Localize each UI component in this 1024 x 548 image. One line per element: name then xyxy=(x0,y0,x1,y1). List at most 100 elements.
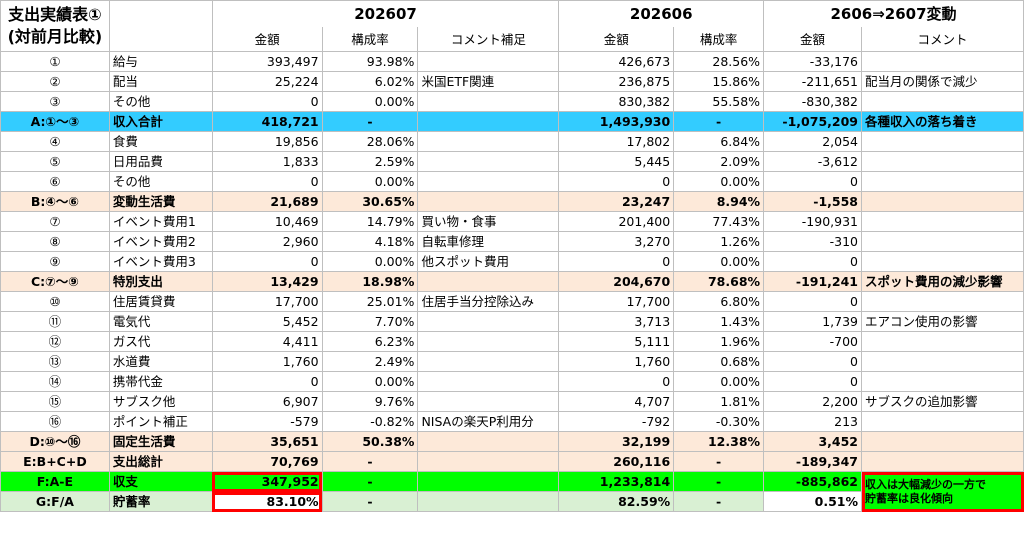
period-diff[interactable]: 2606⇒2607変動 xyxy=(763,0,1024,27)
row-id-cell[interactable]: ③ xyxy=(0,91,110,112)
prev-ratio-cell[interactable]: 1.96% xyxy=(673,331,765,352)
header-prev-ratio[interactable]: 構成率 xyxy=(673,27,765,52)
prev-ratio-cell[interactable]: 12.38% xyxy=(673,431,765,452)
prev-amount-cell[interactable]: 0 xyxy=(558,171,675,192)
cur-ratio-cell[interactable]: - xyxy=(321,111,419,132)
row-item-cell[interactable]: 収支 xyxy=(108,471,213,492)
diff-amount-cell[interactable]: 0 xyxy=(763,251,862,272)
prev-amount-cell[interactable]: 23,247 xyxy=(558,191,675,212)
cur-comment-cell[interactable] xyxy=(417,331,560,352)
cur-ratio-cell[interactable]: 6.23% xyxy=(321,331,419,352)
prev-amount-cell[interactable]: 1,233,814 xyxy=(558,471,675,492)
prev-amount-cell[interactable]: 426,673 xyxy=(558,51,675,72)
row-id-cell[interactable]: ⑮ xyxy=(0,391,110,412)
row-item-cell[interactable]: 電気代 xyxy=(108,311,213,332)
row-item-cell[interactable]: イベント費用2 xyxy=(108,231,213,252)
prev-amount-cell[interactable]: -792 xyxy=(558,411,675,432)
diff-comment-cell[interactable] xyxy=(861,51,1024,72)
prev-ratio-cell[interactable]: - xyxy=(673,451,765,472)
prev-amount-cell[interactable]: 260,116 xyxy=(558,451,675,472)
cur-amount-cell[interactable]: 347,952 xyxy=(211,471,323,492)
row-id-cell[interactable]: C:⑦～⑨ xyxy=(0,271,110,292)
row-id-cell[interactable]: ⑤ xyxy=(0,151,110,172)
diff-amount-cell[interactable]: -310 xyxy=(763,231,862,252)
prev-ratio-cell[interactable]: 77.43% xyxy=(673,211,765,232)
cur-comment-cell[interactable] xyxy=(417,191,560,212)
diff-amount-cell[interactable]: 2,200 xyxy=(763,391,862,412)
prev-ratio-cell[interactable]: 1.43% xyxy=(673,311,765,332)
prev-amount-cell[interactable]: 5,111 xyxy=(558,331,675,352)
diff-amount-cell[interactable]: 0 xyxy=(763,291,862,312)
diff-amount-cell[interactable]: 0 xyxy=(763,171,862,192)
cur-comment-cell[interactable] xyxy=(417,311,560,332)
row-item-cell[interactable]: 貯蓄率 xyxy=(108,491,213,512)
row-item-cell[interactable]: 収入合計 xyxy=(108,111,213,132)
cur-amount-cell[interactable]: 17,700 xyxy=(211,291,323,312)
diff-amount-cell[interactable]: 2,054 xyxy=(763,131,862,152)
row-item-cell[interactable]: 固定生活費 xyxy=(108,431,213,452)
prev-ratio-cell[interactable]: 0.00% xyxy=(673,251,765,272)
cur-amount-cell[interactable]: 1,760 xyxy=(211,351,323,372)
row-id-cell[interactable]: ⑧ xyxy=(0,231,110,252)
prev-ratio-cell[interactable]: -0.30% xyxy=(673,411,765,432)
row-id-cell[interactable]: D:⑩～⑯ xyxy=(0,431,110,452)
cur-ratio-cell[interactable]: 93.98% xyxy=(321,51,419,72)
row-item-cell[interactable]: 給与 xyxy=(108,51,213,72)
prev-amount-cell[interactable]: 5,445 xyxy=(558,151,675,172)
cur-amount-cell[interactable]: 0 xyxy=(211,371,323,392)
cur-ratio-cell[interactable]: -0.82% xyxy=(321,411,419,432)
cur-amount-cell[interactable]: 5,452 xyxy=(211,311,323,332)
row-id-cell[interactable]: ⑫ xyxy=(0,331,110,352)
diff-comment-cell[interactable] xyxy=(861,211,1024,232)
diff-amount-cell[interactable]: -700 xyxy=(763,331,862,352)
row-item-cell[interactable]: イベント費用3 xyxy=(108,251,213,272)
prev-ratio-cell[interactable]: - xyxy=(673,111,765,132)
prev-amount-cell[interactable]: 17,700 xyxy=(558,291,675,312)
cur-comment-cell[interactable]: 住居手当分控除込み xyxy=(417,291,560,312)
cur-comment-cell[interactable] xyxy=(417,111,560,132)
prev-amount-cell[interactable]: 3,713 xyxy=(558,311,675,332)
cur-comment-cell[interactable] xyxy=(417,271,560,292)
diff-comment-cell[interactable] xyxy=(861,151,1024,172)
cur-ratio-cell[interactable]: 25.01% xyxy=(321,291,419,312)
cur-comment-cell[interactable] xyxy=(417,451,560,472)
prev-ratio-cell[interactable]: 2.09% xyxy=(673,151,765,172)
cur-comment-cell[interactable]: 自転車修理 xyxy=(417,231,560,252)
period-previous[interactable]: 202606 xyxy=(558,0,765,27)
cur-comment-cell[interactable] xyxy=(417,51,560,72)
cur-ratio-cell[interactable]: 30.65% xyxy=(321,191,419,212)
cur-ratio-cell[interactable]: - xyxy=(321,471,419,492)
header-cur-amount[interactable]: 金額 xyxy=(211,27,323,52)
diff-comment-cell[interactable] xyxy=(861,131,1024,152)
cur-amount-cell[interactable]: 25,224 xyxy=(211,71,323,92)
row-item-cell[interactable]: イベント費用1 xyxy=(108,211,213,232)
row-id-cell[interactable]: G:F/A xyxy=(0,491,110,512)
row-id-cell[interactable]: ⑦ xyxy=(0,211,110,232)
diff-amount-cell[interactable]: -3,612 xyxy=(763,151,862,172)
row-item-cell[interactable]: その他 xyxy=(108,91,213,112)
row-item-cell[interactable]: 変動生活費 xyxy=(108,191,213,212)
prev-ratio-cell[interactable]: - xyxy=(673,491,765,512)
prev-amount-cell[interactable]: 4,707 xyxy=(558,391,675,412)
row-item-cell[interactable]: ガス代 xyxy=(108,331,213,352)
prev-ratio-cell[interactable]: 0.00% xyxy=(673,171,765,192)
diff-comment-cell[interactable] xyxy=(861,251,1024,272)
diff-comment-cell[interactable] xyxy=(861,331,1024,352)
diff-amount-cell[interactable]: -211,651 xyxy=(763,71,862,92)
cur-comment-cell[interactable]: 他スポット費用 xyxy=(417,251,560,272)
cur-amount-cell[interactable]: 19,856 xyxy=(211,131,323,152)
diff-comment-cell[interactable] xyxy=(861,431,1024,452)
row-id-cell[interactable]: ④ xyxy=(0,131,110,152)
prev-ratio-cell[interactable]: 6.80% xyxy=(673,291,765,312)
prev-ratio-cell[interactable]: 8.94% xyxy=(673,191,765,212)
diff-amount-cell[interactable]: 3,452 xyxy=(763,431,862,452)
prev-amount-cell[interactable]: 0 xyxy=(558,371,675,392)
cur-comment-cell[interactable] xyxy=(417,91,560,112)
row-item-cell[interactable]: 水道費 xyxy=(108,351,213,372)
cur-comment-cell[interactable]: 米国ETF関連 xyxy=(417,71,560,92)
cur-amount-cell[interactable]: 70,769 xyxy=(211,451,323,472)
cur-ratio-cell[interactable]: 0.00% xyxy=(321,171,419,192)
diff-amount-cell[interactable]: 1,739 xyxy=(763,311,862,332)
prev-amount-cell[interactable]: 236,875 xyxy=(558,71,675,92)
row-id-cell[interactable]: ⑨ xyxy=(0,251,110,272)
